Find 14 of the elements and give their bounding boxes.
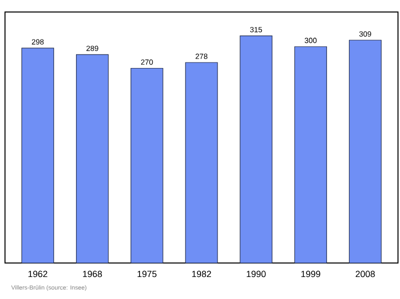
x-tick-label: 1982 <box>192 270 212 278</box>
bar <box>348 40 382 264</box>
x-tick-label: 1962 <box>28 270 48 278</box>
x-tick-label: 1990 <box>246 270 266 278</box>
x-tick-label: 2008 <box>356 270 375 278</box>
x-tick-label: 1999 <box>301 270 320 278</box>
bar <box>76 54 109 264</box>
bar <box>185 62 218 264</box>
bar <box>21 48 54 264</box>
bar <box>294 46 327 264</box>
x-tick-label: 1975 <box>138 270 157 278</box>
bar <box>240 36 272 264</box>
x-tick-label: 1968 <box>83 270 102 278</box>
bar <box>130 68 164 264</box>
